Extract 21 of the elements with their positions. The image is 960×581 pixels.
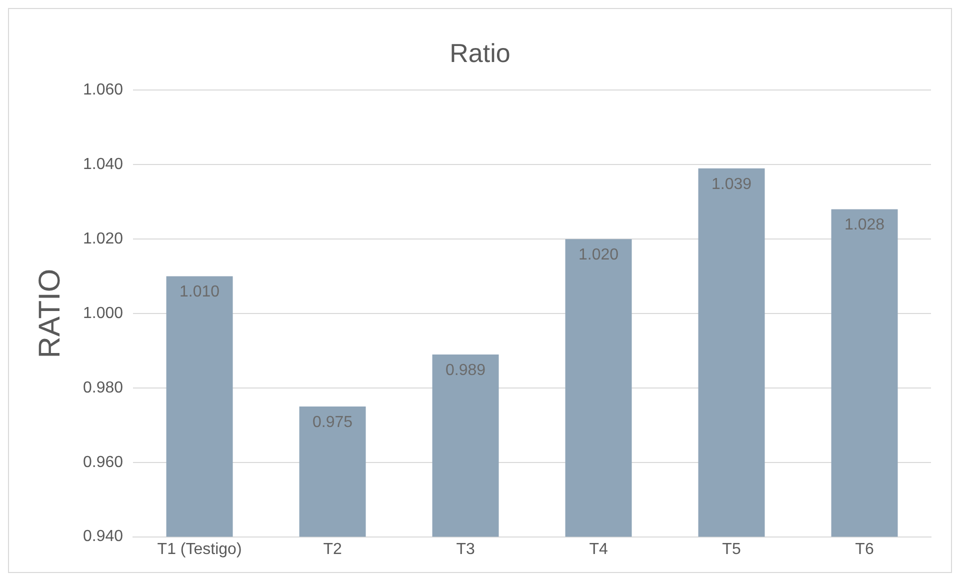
data-label: 1.010	[180, 284, 220, 301]
y-axis-title: RATIO	[33, 268, 66, 358]
y-tick-label: 1.060	[82, 82, 124, 99]
y-tick-label: 1.000	[82, 304, 124, 322]
data-label: 1.020	[578, 246, 619, 264]
y-tick-label: 0.940	[82, 528, 124, 546]
y-tick-label: 0.960	[82, 454, 124, 471]
x-tick-label: T6	[855, 540, 874, 558]
x-tick-label: T4	[589, 540, 608, 558]
data-label: 1.028	[844, 216, 885, 234]
x-tick-label: T2	[323, 540, 342, 558]
x-tick-label: T1 (Testigo)	[157, 540, 242, 558]
y-tick-label: 1.020	[82, 230, 124, 248]
data-label: 0.989	[446, 362, 486, 379]
x-tick-label: T3	[456, 540, 475, 558]
chart-title: Ratio	[450, 38, 510, 68]
y-tick-label: 0.980	[82, 379, 124, 396]
data-label: 0.975	[312, 414, 353, 431]
x-tick-label: T5	[722, 540, 741, 558]
data-label: 1.039	[711, 176, 752, 193]
y-tick-label: 1.040	[82, 156, 124, 174]
